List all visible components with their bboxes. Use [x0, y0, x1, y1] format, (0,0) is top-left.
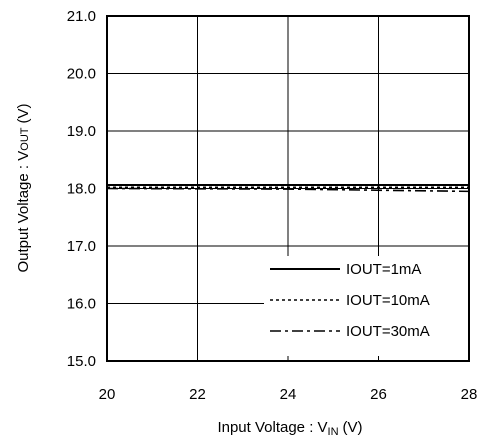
x-tick-label: 26	[370, 386, 387, 403]
y-axis-label-unit: (V)	[15, 104, 32, 124]
y-tick-label: 20.0	[67, 66, 96, 83]
legend-label-1: IOUT=1mA	[346, 261, 421, 278]
x-tick-label: 22	[189, 386, 206, 403]
plot-frame	[106, 15, 470, 362]
x-axis-label-sub: IN	[328, 426, 339, 438]
x-tick-label: 20	[99, 386, 116, 403]
y-axis-label: Output Voltage : VOUT (V)	[15, 104, 32, 273]
y-tick-label: 17.0	[67, 238, 96, 255]
y-axis-label-main: Output Voltage : V	[15, 151, 32, 273]
x-axis-label: Input Voltage : VIN (V)	[217, 419, 362, 438]
series-line-3	[106, 187, 470, 193]
y-tick-label: 19.0	[67, 123, 96, 140]
legend: IOUT=1mA IOUT=10mA IOUT=30mA	[264, 256, 468, 356]
x-axis-label-unit: (V)	[343, 419, 363, 436]
x-tick-label: 28	[461, 386, 478, 403]
legend-label-2: IOUT=10mA	[346, 292, 430, 309]
series-layer	[106, 184, 470, 193]
y-tick-label: 15.0	[67, 353, 96, 370]
legend-label-3: IOUT=30mA	[346, 323, 430, 340]
x-tick-label: 24	[280, 386, 297, 403]
y-tick-label: 21.0	[67, 8, 96, 25]
y-tick-labels: 15.0 16.0 17.0 18.0 19.0 20.0 21.0	[67, 8, 96, 370]
y-tick-label: 16.0	[67, 296, 96, 313]
x-tick-labels: 20 22 24 26 28	[99, 386, 478, 403]
y-tick-label: 18.0	[67, 181, 96, 198]
x-axis-label-main: Input Voltage : V	[217, 419, 327, 436]
legend-background	[264, 256, 468, 356]
y-axis-label-sub: OUT	[19, 127, 31, 151]
